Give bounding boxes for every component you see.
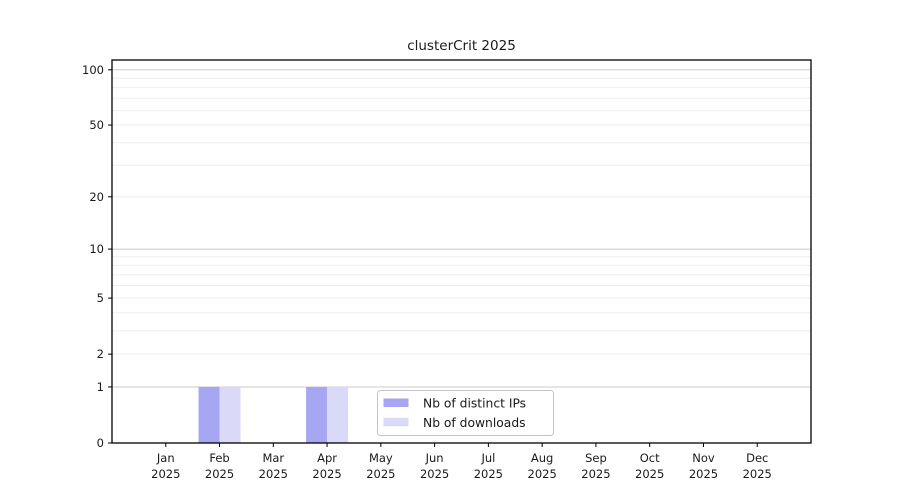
x-tick-label-month: Oct xyxy=(640,451,660,465)
x-tick-label-month: May xyxy=(369,451,393,465)
y-tick-label: 0 xyxy=(97,436,104,450)
x-tick-label-month: Aug xyxy=(531,451,553,465)
y-tick-label: 5 xyxy=(97,291,104,305)
x-tick-label-year: 2025 xyxy=(259,467,288,481)
x-tick-label-year: 2025 xyxy=(689,467,718,481)
chart-title: clusterCrit 2025 xyxy=(407,38,516,54)
x-tick-label-month: Nov xyxy=(692,451,715,465)
x-tick-label-month: Jan xyxy=(156,451,175,465)
plot-frame xyxy=(111,59,812,444)
y-tick-label: 20 xyxy=(89,190,104,204)
x-tick-label-month: Jul xyxy=(480,451,495,465)
y-tick-label: 50 xyxy=(89,118,104,132)
x-tick-label-year: 2025 xyxy=(581,467,610,481)
x-tick-label-year: 2025 xyxy=(312,467,341,481)
bar-nb-of-downloads xyxy=(219,386,241,443)
x-tick-label-year: 2025 xyxy=(420,467,449,481)
x-tick-label-month: Dec xyxy=(746,451,768,465)
legend-label: Nb of downloads xyxy=(423,416,526,430)
x-tick-label-year: 2025 xyxy=(205,467,234,481)
x-tick-label-year: 2025 xyxy=(528,467,557,481)
bar-nb-of-downloads xyxy=(327,386,349,443)
legend-box xyxy=(377,390,554,436)
y-tick-label: 1 xyxy=(97,380,104,394)
x-tick-label-month: Jun xyxy=(425,451,444,465)
x-tick-label-month: Feb xyxy=(209,451,229,465)
x-tick-label-month: Apr xyxy=(317,451,337,465)
x-tick-label-month: Mar xyxy=(262,451,284,465)
y-tick-label: 10 xyxy=(89,242,104,256)
y-tick-label: 100 xyxy=(82,63,104,77)
bar-nb-of-distinct-ips xyxy=(198,386,220,443)
legend-label: Nb of distinct IPs xyxy=(423,397,526,411)
legend-swatch xyxy=(383,398,409,407)
x-tick-label-year: 2025 xyxy=(366,467,395,481)
x-tick-label-year: 2025 xyxy=(474,467,503,481)
x-tick-label-year: 2025 xyxy=(635,467,664,481)
x-tick-label-year: 2025 xyxy=(743,467,772,481)
x-tick-label-month: Sep xyxy=(585,451,607,465)
x-tick-label-year: 2025 xyxy=(151,467,180,481)
y-tick-label: 2 xyxy=(97,347,104,361)
legend-swatch xyxy=(383,417,409,427)
bar-nb-of-distinct-ips xyxy=(306,386,328,443)
